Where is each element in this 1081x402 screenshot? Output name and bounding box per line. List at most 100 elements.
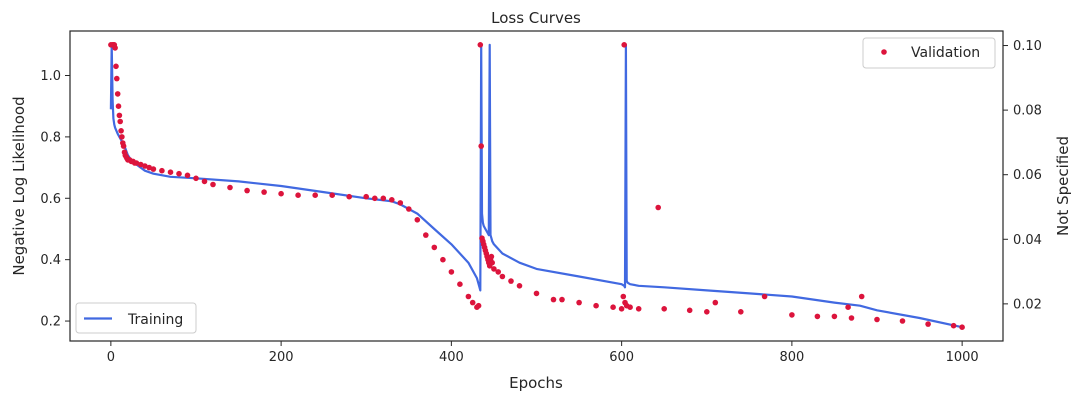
validation-point <box>150 166 157 172</box>
validation-point <box>620 293 627 300</box>
y2-tick-label: 0.06 <box>1013 168 1042 183</box>
validation-point <box>244 187 250 194</box>
validation-point <box>176 170 182 177</box>
y-tick-label: 0.4 <box>40 253 61 268</box>
validation-point <box>167 169 174 175</box>
validation-point <box>142 163 148 169</box>
validation-point <box>478 143 485 149</box>
x-tick-label: 1000 <box>946 350 979 365</box>
validation-point <box>686 307 693 314</box>
validation-point <box>874 316 880 323</box>
validation-point <box>295 192 301 198</box>
x-tick-label: 800 <box>779 350 804 365</box>
validation-point <box>278 190 284 197</box>
validation-point <box>114 75 120 82</box>
validation-point <box>489 259 496 266</box>
validation-point <box>137 161 144 168</box>
y2-tick-label: 0.02 <box>1013 297 1042 312</box>
legend-training: Training <box>75 302 197 334</box>
validation-point <box>115 103 122 109</box>
plot-series <box>108 42 965 331</box>
validation-point <box>201 178 208 185</box>
x-axis-ticks: 0 200 400 600 800 1000 <box>107 341 979 365</box>
validation-point <box>831 313 838 320</box>
validation-point <box>814 313 821 320</box>
validation-point <box>329 192 336 198</box>
y-axis-ticks: 0.2 0.4 0.6 0.8 1.0 <box>40 69 70 330</box>
y-tick-label: 0.6 <box>40 192 61 207</box>
validation-point <box>627 304 633 311</box>
y-tick-label: 0.2 <box>40 315 61 330</box>
training-series-line <box>109 43 963 329</box>
validation-point <box>457 281 463 288</box>
validation-point <box>363 193 370 200</box>
validation-point <box>475 302 482 309</box>
validation-point <box>440 256 446 263</box>
validation-point <box>117 118 123 125</box>
validation-point <box>848 315 855 321</box>
validation-point <box>508 278 514 284</box>
validation-point <box>559 296 565 303</box>
legend-training-box <box>75 302 197 334</box>
legend-validation-swatch <box>881 49 887 55</box>
y-tick-label: 1.0 <box>40 69 61 84</box>
validation-point <box>610 304 616 311</box>
validation-point <box>414 217 421 223</box>
validation-point <box>397 200 404 206</box>
y-tick-label: 0.8 <box>40 130 61 145</box>
y-axis-label: Negative Log Likelihood <box>10 96 28 275</box>
validation-point <box>469 299 476 306</box>
validation-point <box>465 293 472 300</box>
validation-point <box>120 143 127 149</box>
validation-point <box>618 306 625 312</box>
validation-point <box>576 299 582 306</box>
legend-validation-box <box>862 37 996 69</box>
y2-tick-label: 0.10 <box>1013 39 1042 54</box>
validation-point <box>899 318 906 324</box>
x-tick-label: 600 <box>609 350 634 365</box>
validation-point <box>593 302 599 309</box>
validation-point <box>389 197 395 203</box>
y2-axis-ticks: 0.02 0.04 0.06 0.08 0.10 <box>1003 39 1042 312</box>
chart-title: Loss Curves <box>491 9 581 27</box>
validation-point <box>655 204 661 211</box>
validation-point <box>495 269 502 275</box>
validation-point <box>431 244 438 251</box>
x-tick-label: 200 <box>269 350 294 365</box>
validation-point <box>372 195 378 202</box>
validation-point <box>184 172 191 179</box>
validation-point <box>119 134 125 140</box>
y2-axis-label: Not Specified <box>1054 136 1072 236</box>
x-axis-label: Epochs <box>509 374 563 392</box>
validation-point <box>488 253 495 260</box>
legend-validation-label: Validation <box>911 45 980 61</box>
validation-point <box>380 195 387 202</box>
validation-point <box>635 306 642 312</box>
validation-point <box>477 42 484 48</box>
validation-point <box>133 160 140 166</box>
validation-point <box>738 309 744 315</box>
validation-point <box>406 206 412 212</box>
validation-point <box>113 63 119 70</box>
validation-point <box>550 296 557 303</box>
validation-point <box>712 299 719 306</box>
validation-point <box>858 293 865 300</box>
validation-point <box>159 167 165 174</box>
x-tick-label: 0 <box>107 350 115 365</box>
validation-point <box>227 184 233 191</box>
y2-tick-label: 0.04 <box>1013 233 1042 248</box>
validation-point <box>621 42 627 48</box>
legend-validation: Validation <box>862 37 996 69</box>
validation-point <box>704 309 710 315</box>
validation-point <box>789 312 795 318</box>
validation-point <box>193 175 199 182</box>
y2-tick-label: 0.08 <box>1013 104 1042 119</box>
validation-point <box>950 322 957 329</box>
validation-point <box>959 324 965 331</box>
validation-point <box>533 290 540 297</box>
validation-point <box>312 192 319 198</box>
validation-point <box>499 273 506 280</box>
validation-point <box>661 306 667 312</box>
validation-point <box>516 283 523 289</box>
